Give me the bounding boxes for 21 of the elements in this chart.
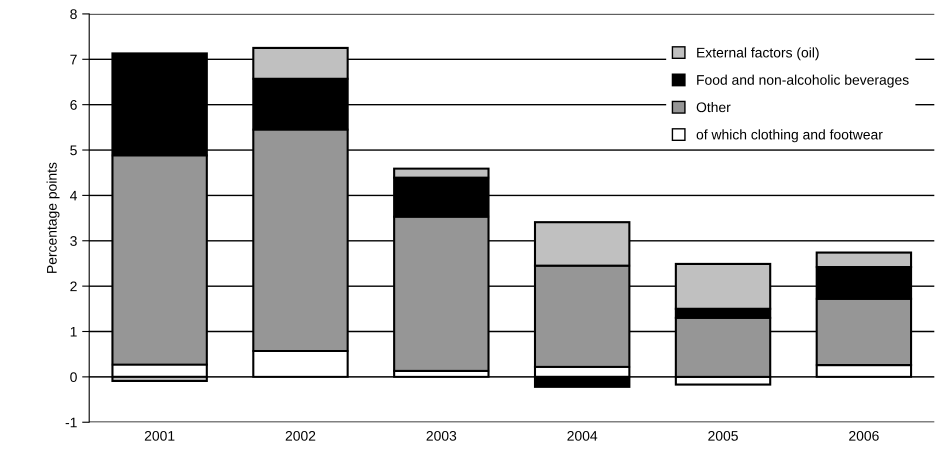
y-tick-label: 8 (70, 9, 77, 20)
y-tick-label: 2 (70, 281, 77, 292)
x-tick-label: 2004 (567, 430, 598, 441)
x-tick-label: 2003 (426, 430, 456, 441)
x-tick-label: 2006 (849, 430, 879, 441)
y-tick-label: 1 (70, 326, 77, 337)
legend-label: Food and non-alcoholic beverages (697, 74, 909, 88)
y-tick-label: 6 (70, 100, 77, 110)
y-tick-label: -1 (66, 418, 77, 428)
y-tick-label: 3 (70, 236, 77, 246)
legend-label: External factors (oil) (697, 47, 819, 60)
legend-label: Other (696, 102, 731, 112)
legend-label: of which clothing and footwear (696, 129, 883, 142)
y-tick-label: 5 (70, 146, 77, 156)
y-tick-label: 4 (70, 190, 77, 200)
x-tick-label: 2005 (708, 430, 738, 441)
y-axis-title: Percentage points (46, 162, 60, 273)
y-tick-label: 7 (70, 54, 77, 64)
x-tick-label: 2002 (286, 430, 316, 441)
x-tick-label: 2001 (144, 430, 174, 441)
y-tick-label: 0 (70, 372, 77, 382)
